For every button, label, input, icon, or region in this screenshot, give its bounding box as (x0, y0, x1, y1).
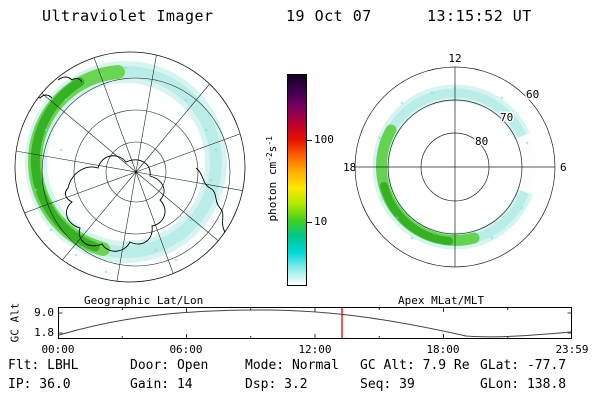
colorbar (287, 74, 307, 286)
mlt-18-label: 18 (343, 161, 356, 174)
xtick-0600: 06:00 (169, 343, 203, 356)
page-title: Ultraviolet Imager (42, 7, 214, 25)
status-gain: Gain: 14 (130, 377, 193, 392)
polar-grid-labels: 12 18 6 60 70 80 (343, 52, 567, 174)
status-ip: IP: 36.0 (8, 377, 71, 392)
unit-part-base1: photon cm (266, 161, 279, 222)
status-gc-alt: GC Alt: 7.9 Re (360, 358, 470, 373)
timeline-ticks (58, 307, 572, 339)
unit-part-sup1: -2 (265, 152, 274, 162)
xtick-0000: 00:00 (41, 343, 75, 356)
colorbar-tick-100-label: 100 (314, 133, 334, 146)
left-panel-label: Geographic Lat/Lon (84, 294, 204, 307)
time-label: 13:15:52 UT (427, 7, 532, 25)
status-seq: Seq: 39 (360, 377, 415, 392)
timeline-ylabel: GC Alt (8, 302, 22, 343)
mlat-mlt-grid (354, 66, 556, 268)
right-panel-label: Apex MLat/MLT (398, 294, 485, 307)
apex-mlt-polar-image: 12 18 6 60 70 80 (343, 52, 567, 268)
xtick-1200: 12:00 (298, 343, 332, 356)
date-label: 19 Oct 07 (286, 7, 372, 25)
geographic-projection-image (14, 51, 246, 283)
status-mode: Mode: Normal (245, 358, 339, 373)
colorbar-tick-10-label: 10 (314, 215, 328, 228)
mlt-6-label: 6 (560, 161, 567, 174)
speckle-noise-geo (34, 66, 218, 277)
gc-alt-timeline (58, 307, 572, 339)
speckle-noise-mlt (378, 86, 529, 240)
colorbar-unit-label: photon cm-2s-1 (252, 132, 292, 252)
status-door: Door: Open (130, 358, 209, 373)
status-glon: GLon: 138.8 (480, 377, 567, 392)
status-dsp: Dsp: 3.2 (245, 377, 308, 392)
mlt-12-label: 12 (448, 52, 461, 65)
colorbar-tick-10-mark (307, 222, 312, 223)
colorbar-tick-100-mark (307, 140, 312, 141)
xtick-2359: 23:59 (555, 343, 589, 356)
unit-part-base2: s (266, 145, 279, 153)
lat-lon-graticule (15, 52, 245, 282)
mlat-80-label: 80 (475, 135, 488, 148)
timeline-ytick-top: 9.0 (34, 306, 54, 319)
timeline-frame (58, 307, 572, 339)
status-flt: Flt: LBHL (8, 358, 79, 373)
mlat-60-label: 60 (526, 88, 539, 101)
mlat-70-label: 70 (500, 111, 513, 124)
status-glat: GLat: -77.7 (480, 358, 567, 373)
unit-part-sup2: -1 (265, 136, 274, 146)
xtick-1800: 18:00 (426, 343, 460, 356)
timeline-ytick-bottom: 1.8 (34, 326, 54, 339)
